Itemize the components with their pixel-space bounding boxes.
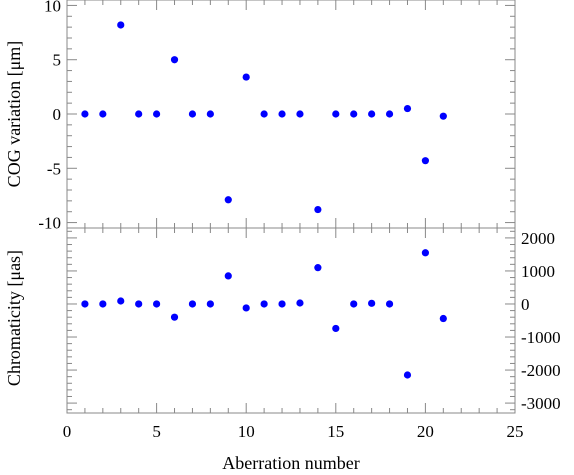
bottom-y-tick-label: 0 xyxy=(521,295,530,314)
bottom-data-point xyxy=(278,300,286,308)
bottom-plot-frame xyxy=(66,227,516,414)
top-data-point xyxy=(242,73,250,81)
top-data-point xyxy=(403,104,412,113)
bottom-data-point xyxy=(421,249,429,257)
top-data-point xyxy=(314,205,322,214)
bottom-panel-points xyxy=(81,249,447,379)
bottom-y-axis-label: Chromaticity [μas] xyxy=(4,250,24,386)
bottom-data-point xyxy=(99,300,107,308)
top-data-point xyxy=(296,110,304,118)
bottom-data-point xyxy=(242,304,250,312)
top-data-point xyxy=(81,110,89,118)
bottom-data-point xyxy=(296,299,304,307)
top-data-point xyxy=(170,56,179,64)
x-tick-label: 10 xyxy=(238,422,255,441)
bottom-data-point xyxy=(117,297,125,305)
top-data-point xyxy=(224,196,232,204)
x-tick-label: 15 xyxy=(327,422,344,441)
x-tick-label: 0 xyxy=(63,422,72,441)
top-data-point xyxy=(439,112,447,120)
top-data-point xyxy=(332,110,340,118)
top-y-tick-label: 5 xyxy=(53,51,62,70)
bottom-data-point xyxy=(206,300,214,308)
bottom-data-point xyxy=(224,272,232,280)
top-data-point xyxy=(99,110,107,118)
bottom-y-tick-label: 2000 xyxy=(521,229,555,248)
top-y-tick-label: -5 xyxy=(47,159,61,178)
top-data-point xyxy=(206,110,214,118)
top-panel-ticks: -10 -5 0 5 10 xyxy=(38,0,516,233)
top-y-tick-label: 10 xyxy=(44,0,61,15)
top-data-point xyxy=(117,21,125,29)
top-data-point xyxy=(153,110,161,118)
bottom-y-tick-label: -1000 xyxy=(521,328,561,347)
bottom-data-point xyxy=(403,371,412,379)
bottom-data-point xyxy=(332,324,340,333)
bottom-data-point xyxy=(260,300,268,308)
bottom-data-point xyxy=(81,300,89,308)
bottom-data-point xyxy=(385,300,394,308)
bottom-data-point xyxy=(188,300,197,308)
top-data-point xyxy=(188,110,197,118)
top-data-point xyxy=(350,110,358,118)
top-data-point xyxy=(385,110,394,118)
top-data-point xyxy=(260,110,268,118)
top-data-point xyxy=(135,110,143,118)
bottom-panel-ticks: -3000 -2000 -1000 0 1000 2000 0 5 10 15 20 25 xyxy=(63,228,561,441)
top-y-tick-label: 0 xyxy=(53,105,62,124)
x-tick-label: 20 xyxy=(417,422,434,441)
x-tick-label: 5 xyxy=(152,422,161,441)
bottom-data-point xyxy=(314,264,322,272)
top-plot-frame xyxy=(66,0,516,229)
bottom-y-tick-label: 1000 xyxy=(521,262,555,281)
top-y-tick-label: -10 xyxy=(38,214,61,233)
bottom-data-point xyxy=(153,300,161,308)
bottom-data-point xyxy=(170,313,179,321)
top-data-point xyxy=(368,110,376,118)
bottom-data-point xyxy=(350,300,358,308)
top-data-point xyxy=(421,157,429,165)
top-panel-points xyxy=(81,21,447,214)
bottom-data-point xyxy=(368,299,376,307)
bottom-data-point xyxy=(135,300,143,308)
bottom-data-point xyxy=(439,314,447,323)
top-data-point xyxy=(278,110,286,118)
bottom-y-tick-label: -3000 xyxy=(521,394,561,413)
bottom-y-tick-label: -2000 xyxy=(521,361,561,380)
x-axis-label: Aberration number xyxy=(222,453,359,473)
top-y-axis-label: COG variation [μm] xyxy=(4,41,24,188)
x-tick-label: 25 xyxy=(507,422,524,441)
